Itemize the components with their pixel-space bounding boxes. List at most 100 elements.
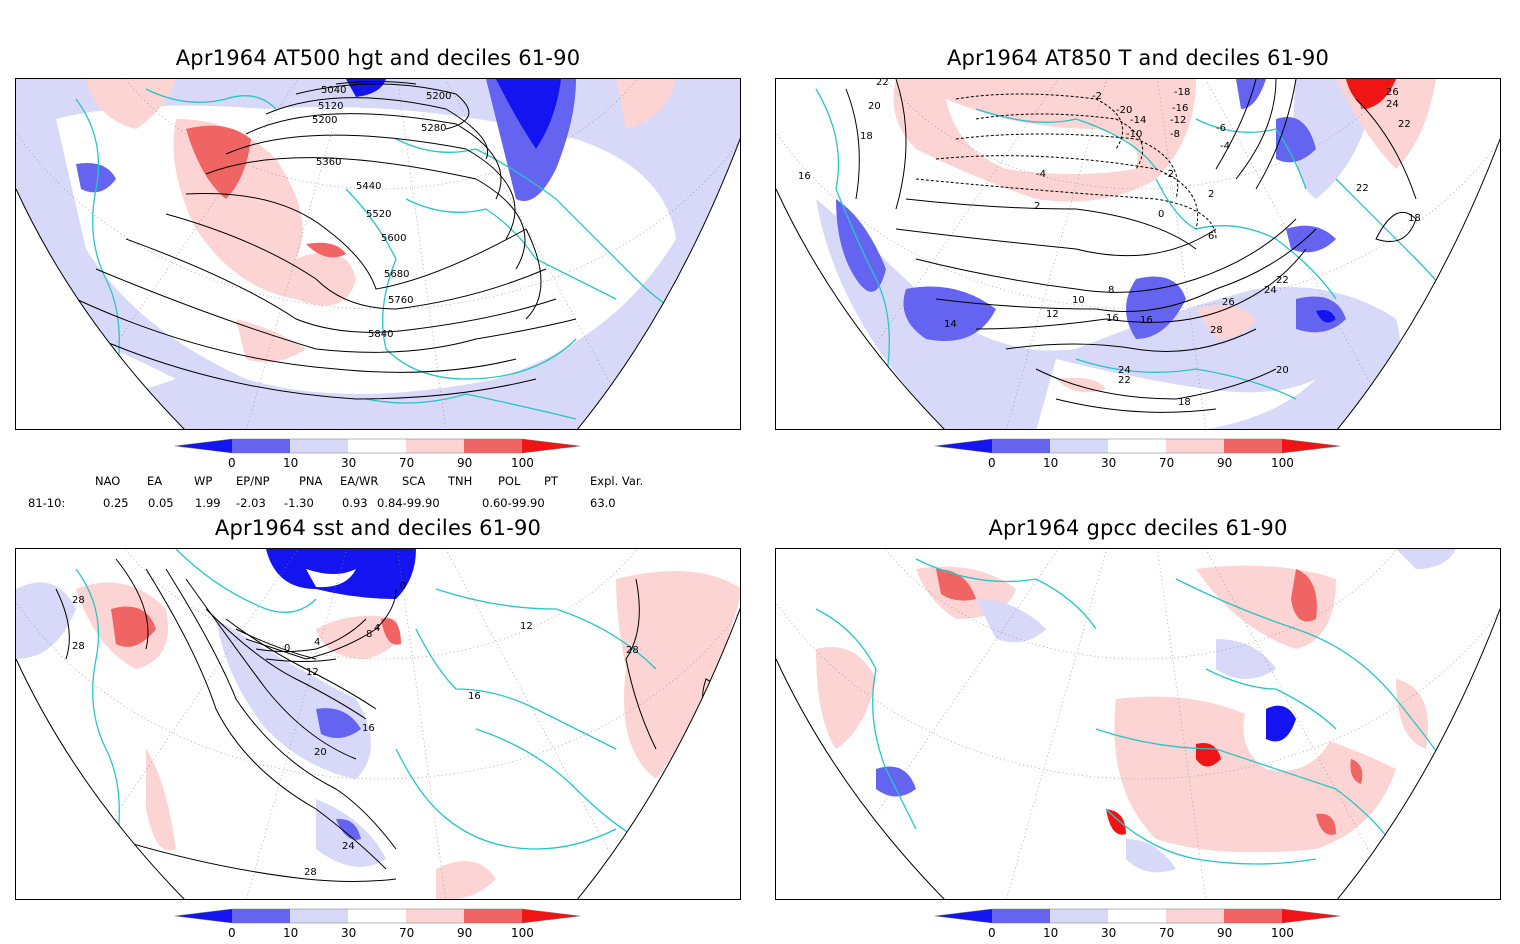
panel-title-gpcc: Apr1964 gpcc deciles 61-90 xyxy=(988,516,1288,540)
index-value: 0.05 xyxy=(148,496,174,510)
colorbar-tick: 70 xyxy=(1159,926,1174,940)
index-header: PT xyxy=(544,474,558,488)
decile-fill-blue xyxy=(336,818,361,840)
decile-fill-blue xyxy=(76,163,116,193)
contour-label: 26 xyxy=(1386,87,1399,98)
colorbar-segment xyxy=(1166,909,1224,923)
colorbar-tick: 10 xyxy=(1043,926,1058,940)
contour-label: -10 xyxy=(1126,129,1142,140)
decile-fill-blue xyxy=(1126,276,1186,339)
contour-label: 5120 xyxy=(318,101,343,112)
index-value: 0.25 xyxy=(103,496,129,510)
colorbar-tick: 30 xyxy=(341,926,356,940)
map-panel-gpcc xyxy=(775,548,1501,900)
contour-label: 5280 xyxy=(421,123,446,134)
colorbar-segment xyxy=(1282,439,1340,453)
colorbar-tick: 70 xyxy=(1159,456,1174,470)
decile-fill-red xyxy=(1291,569,1317,622)
panel-title-hgt500: Apr1964 AT500 hgt and deciles 61-90 xyxy=(175,46,581,70)
colorbar-tick: 10 xyxy=(283,456,298,470)
decile-fill-pink xyxy=(616,79,676,129)
contour-label: 24 xyxy=(1386,99,1399,110)
index-header: NAO xyxy=(95,474,121,488)
colorbar-tick: 30 xyxy=(341,456,356,470)
map-panel-t850: 22 20 18 16 -2 -18 -16 -20 -14 -12 -10 -… xyxy=(775,78,1501,430)
colorbar-segment xyxy=(406,439,464,453)
colorbar-tick: 90 xyxy=(457,926,472,940)
contour-label: 28 xyxy=(1210,325,1223,336)
contour-label: 4 xyxy=(314,637,320,648)
colorbar-segment xyxy=(522,439,580,453)
decile-fill-pink xyxy=(146,749,176,851)
contour-label: 22 xyxy=(1356,183,1369,194)
colorbar-segment xyxy=(290,439,348,453)
decile-fill-lightblue xyxy=(976,599,1046,643)
contour-label: 5040 xyxy=(321,85,346,96)
decile-fill-lightblue xyxy=(216,619,371,779)
decile-fill-red xyxy=(1106,809,1126,835)
colorbar-tick: 30 xyxy=(1101,926,1116,940)
index-value: 63.0 xyxy=(590,496,616,510)
decile-fill-lightblue xyxy=(16,582,76,659)
colorbar-segment xyxy=(348,439,406,453)
contour-label: 2 xyxy=(1034,201,1040,212)
colorbar-tick: 10 xyxy=(283,926,298,940)
index-value: 0.84-99.90 xyxy=(377,496,440,510)
colorbar-tick: 0 xyxy=(228,926,236,940)
panel-title-t850: Apr1964 AT850 T and deciles 61-90 xyxy=(946,46,1330,70)
contour-label: -2 xyxy=(1092,91,1102,102)
decile-fill-red xyxy=(381,618,401,645)
colorbar-segment xyxy=(1282,909,1340,923)
colorbar-segment xyxy=(175,439,232,453)
colorbar-segment xyxy=(1050,439,1108,453)
colorbar-segment xyxy=(232,439,290,453)
contour-label: 6 xyxy=(1208,231,1214,242)
decile-fill-pink xyxy=(316,615,398,659)
decile-fill-red xyxy=(1350,759,1363,784)
colorbar-segment xyxy=(1108,909,1166,923)
colorbar-tick: 70 xyxy=(399,456,414,470)
colorbar-segment xyxy=(1166,439,1224,453)
colorbar-tick: 90 xyxy=(1217,456,1232,470)
colorbar-t850: 0 10 30 70 90 100 xyxy=(930,436,1350,476)
contour-label: 5200 xyxy=(426,91,451,102)
colorbar-segment xyxy=(1224,909,1282,923)
colorbar-segment xyxy=(935,909,992,923)
contour-label: 2 xyxy=(1208,189,1214,200)
decile-fill-blue xyxy=(1286,225,1336,253)
colorbar-segment xyxy=(464,909,522,923)
colorbar-segment xyxy=(232,909,290,923)
contour-label: 26 xyxy=(1222,297,1235,308)
decile-fill-pink xyxy=(436,861,496,899)
contour-label: 24 xyxy=(1264,285,1277,296)
contour-label: 0 xyxy=(284,643,290,654)
decile-fill-pink xyxy=(86,79,176,129)
decile-fill-darkblue xyxy=(1316,310,1336,323)
contour-label: 5760 xyxy=(388,295,413,306)
colorbar-tick: 0 xyxy=(228,456,236,470)
decile-fill-lightblue xyxy=(1396,549,1456,569)
decile-fill-red xyxy=(306,242,346,258)
contour-label: 28 xyxy=(304,867,317,878)
colorbar-tick: 100 xyxy=(511,926,534,940)
contour-label: -8 xyxy=(1170,129,1180,140)
contour-label: 20 xyxy=(868,101,881,112)
contour-label: 16 xyxy=(1106,313,1119,324)
decile-fill-blue xyxy=(876,766,916,797)
contour-label: 24 xyxy=(1118,365,1131,376)
contour-label: -16 xyxy=(1172,103,1188,114)
decile-fill-blue xyxy=(1276,117,1316,163)
contour-label: 0 xyxy=(400,581,406,592)
index-header: EA xyxy=(147,474,163,488)
decile-fill-blue xyxy=(1236,79,1266,109)
contour-label: 22 xyxy=(1276,275,1289,286)
contour-label: 28 xyxy=(72,595,85,606)
decile-fill-blue xyxy=(316,708,361,738)
decile-fill-white xyxy=(1036,359,1316,429)
colorbar-segment xyxy=(175,909,232,923)
index-header: WP xyxy=(194,474,213,488)
colorbar-tick: 90 xyxy=(457,456,472,470)
decile-fill-red xyxy=(111,606,156,647)
decile-fill-darkblue xyxy=(496,79,561,149)
contour-label: 0 xyxy=(1158,209,1164,220)
